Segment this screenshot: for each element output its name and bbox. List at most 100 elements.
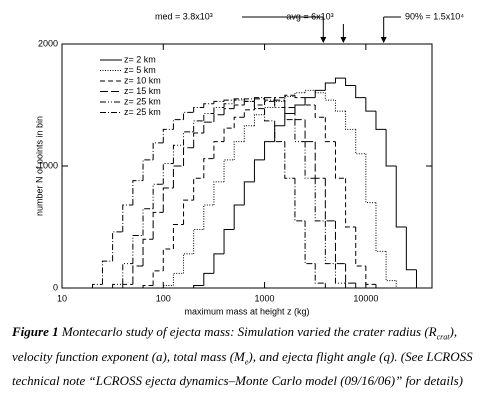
- histogram-step: [122, 204, 133, 232]
- histogram-step: [264, 100, 275, 105]
- legend-label: z= 25 km: [124, 96, 161, 106]
- histogram-step: [294, 95, 306, 99]
- histogram-step: [314, 89, 326, 98]
- histogram-step: [345, 178, 356, 228]
- histogram-step: [152, 183, 164, 209]
- histogram-step: [213, 141, 225, 159]
- histogram-step: [172, 144, 184, 164]
- y-tick-label: 0: [53, 282, 58, 292]
- histogram-step: [314, 263, 326, 284]
- histogram-step: [193, 228, 204, 254]
- y-tick-label: 2000: [38, 38, 58, 48]
- caption-text: ), velocity function exponent (a), total…: [12, 324, 458, 364]
- histogram-step: [172, 224, 184, 249]
- histogram-step: [284, 94, 295, 98]
- histogram-step: [264, 97, 275, 99]
- histogram-step: [213, 253, 225, 274]
- histogram-step: [203, 121, 214, 134]
- histogram-step: [385, 251, 397, 282]
- legend-label: z= 5 km: [124, 65, 156, 75]
- histogram-step: [253, 98, 265, 102]
- histogram-step: [183, 199, 194, 225]
- histogram-step: [304, 220, 316, 265]
- histogram-step: [223, 159, 235, 182]
- histogram-step: [243, 98, 255, 102]
- histogram-step: [274, 100, 285, 108]
- histogram-step: [334, 220, 346, 265]
- histogram-step: [385, 129, 397, 167]
- histogram-step: [193, 120, 204, 132]
- histogram-step: [345, 263, 356, 284]
- histogram-step: [324, 117, 336, 143]
- legend-label: z= 2 km: [124, 54, 156, 64]
- histogram-step: [395, 166, 407, 228]
- histogram-step: [142, 159, 154, 181]
- histogram-step: [243, 125, 255, 142]
- histogram-step: [162, 163, 174, 185]
- histogram-step: [203, 158, 214, 179]
- histogram-step: [172, 119, 184, 130]
- caption-sub: crat: [436, 332, 450, 342]
- histogram-step: [345, 111, 356, 130]
- histogram-step: [243, 98, 255, 101]
- histogram-step: [213, 106, 225, 114]
- histogram-step: [274, 120, 285, 143]
- annotation: 90% = 1.5x10⁴: [405, 11, 464, 21]
- caption-text: Montecarlo study of ejecta mass: Simulat…: [61, 324, 437, 339]
- histogram-step: [355, 227, 366, 267]
- histogram-step: [274, 97, 285, 102]
- histogram-step: [345, 78, 356, 86]
- histogram-step: [213, 114, 225, 123]
- histogram-step: [324, 283, 336, 289]
- histogram-step: [142, 238, 154, 267]
- histogram-step: [91, 283, 103, 288]
- caption-text: ), and ejecta flight angle (q). (See LCR…: [12, 348, 473, 389]
- histogram-step: [132, 265, 144, 285]
- histogram-step: [223, 127, 235, 142]
- histogram-step: [203, 204, 214, 230]
- histogram-step: [152, 270, 164, 286]
- histogram-step: [243, 181, 255, 206]
- histogram-step: [294, 92, 306, 97]
- histogram-step: [304, 89, 316, 93]
- histogram-step: [183, 147, 194, 166]
- histogram-step: [294, 119, 306, 143]
- histogram-step: [284, 141, 295, 179]
- caption: Figure 1 Montecarlo study of ejecta mass…: [12, 322, 486, 390]
- histogram-step: [355, 85, 366, 99]
- histogram-step: [233, 98, 245, 101]
- histogram-step: [112, 231, 123, 262]
- histogram-step: [223, 103, 235, 108]
- histogram-step: [284, 113, 295, 126]
- histogram-step: [162, 128, 174, 143]
- histogram-step: [233, 141, 245, 160]
- histogram-step: [264, 97, 275, 101]
- histogram-step: [304, 141, 316, 179]
- histogram-step: [183, 253, 194, 274]
- histogram-step: [284, 95, 295, 102]
- histogram-step: [253, 114, 265, 126]
- histogram-step: [203, 113, 214, 121]
- histogram-step: [233, 116, 245, 129]
- histogram-step: [213, 181, 225, 206]
- histogram-step: [365, 266, 376, 285]
- histogram-step: [253, 159, 265, 182]
- legend-label: z= 25 km: [124, 107, 161, 117]
- histogram-step: [405, 227, 417, 271]
- histogram-step: [375, 202, 387, 252]
- histogram-step: [415, 269, 427, 289]
- histogram-step: [355, 129, 366, 155]
- caption-label: Figure 1: [12, 324, 59, 339]
- histogram-step: [122, 283, 133, 288]
- histogram-step: [324, 220, 336, 265]
- histogram-step: [183, 131, 194, 146]
- histogram-step: [142, 208, 154, 236]
- histogram-step: [314, 178, 326, 222]
- caption-sub: e: [244, 357, 249, 367]
- histogram-step: [314, 141, 326, 179]
- histogram-step: [101, 260, 113, 285]
- histogram-step: [223, 99, 235, 102]
- histogram-step: [355, 283, 366, 289]
- x-tick-label: 100: [156, 293, 171, 303]
